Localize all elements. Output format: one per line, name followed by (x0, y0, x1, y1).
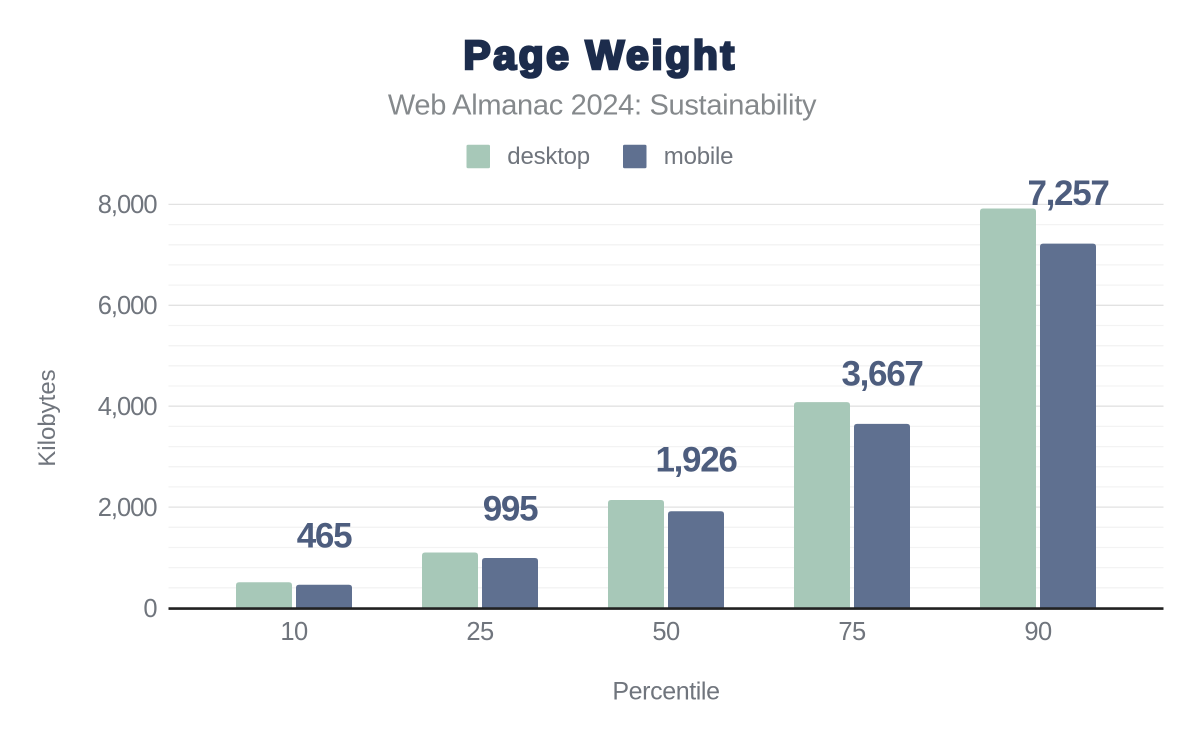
svg-text:1,926: 1,926 (655, 441, 737, 480)
svg-text:50: 50 (652, 618, 680, 646)
svg-text:25: 25 (466, 618, 494, 646)
svg-text:mobile: mobile (664, 143, 734, 170)
svg-text:10: 10 (280, 618, 308, 646)
svg-text:Web Almanac 2024: Sustainabili: Web Almanac 2024: Sustainability (388, 90, 817, 122)
svg-text:Page Weight: Page Weight (463, 32, 736, 78)
svg-text:0: 0 (143, 595, 157, 623)
svg-text:90: 90 (1024, 618, 1052, 646)
svg-text:6,000: 6,000 (98, 292, 158, 320)
svg-text:Kilobytes: Kilobytes (34, 369, 61, 466)
svg-text:desktop: desktop (507, 143, 590, 170)
svg-text:8,000: 8,000 (98, 191, 158, 219)
svg-text:995: 995 (483, 489, 538, 528)
svg-text:3,667: 3,667 (841, 354, 922, 393)
svg-text:7,257: 7,257 (1027, 174, 1108, 213)
svg-text:4,000: 4,000 (98, 393, 158, 421)
svg-text:75: 75 (838, 618, 866, 646)
svg-text:465: 465 (297, 516, 352, 555)
svg-text:2,000: 2,000 (98, 494, 158, 522)
svg-text:Percentile: Percentile (612, 678, 719, 706)
